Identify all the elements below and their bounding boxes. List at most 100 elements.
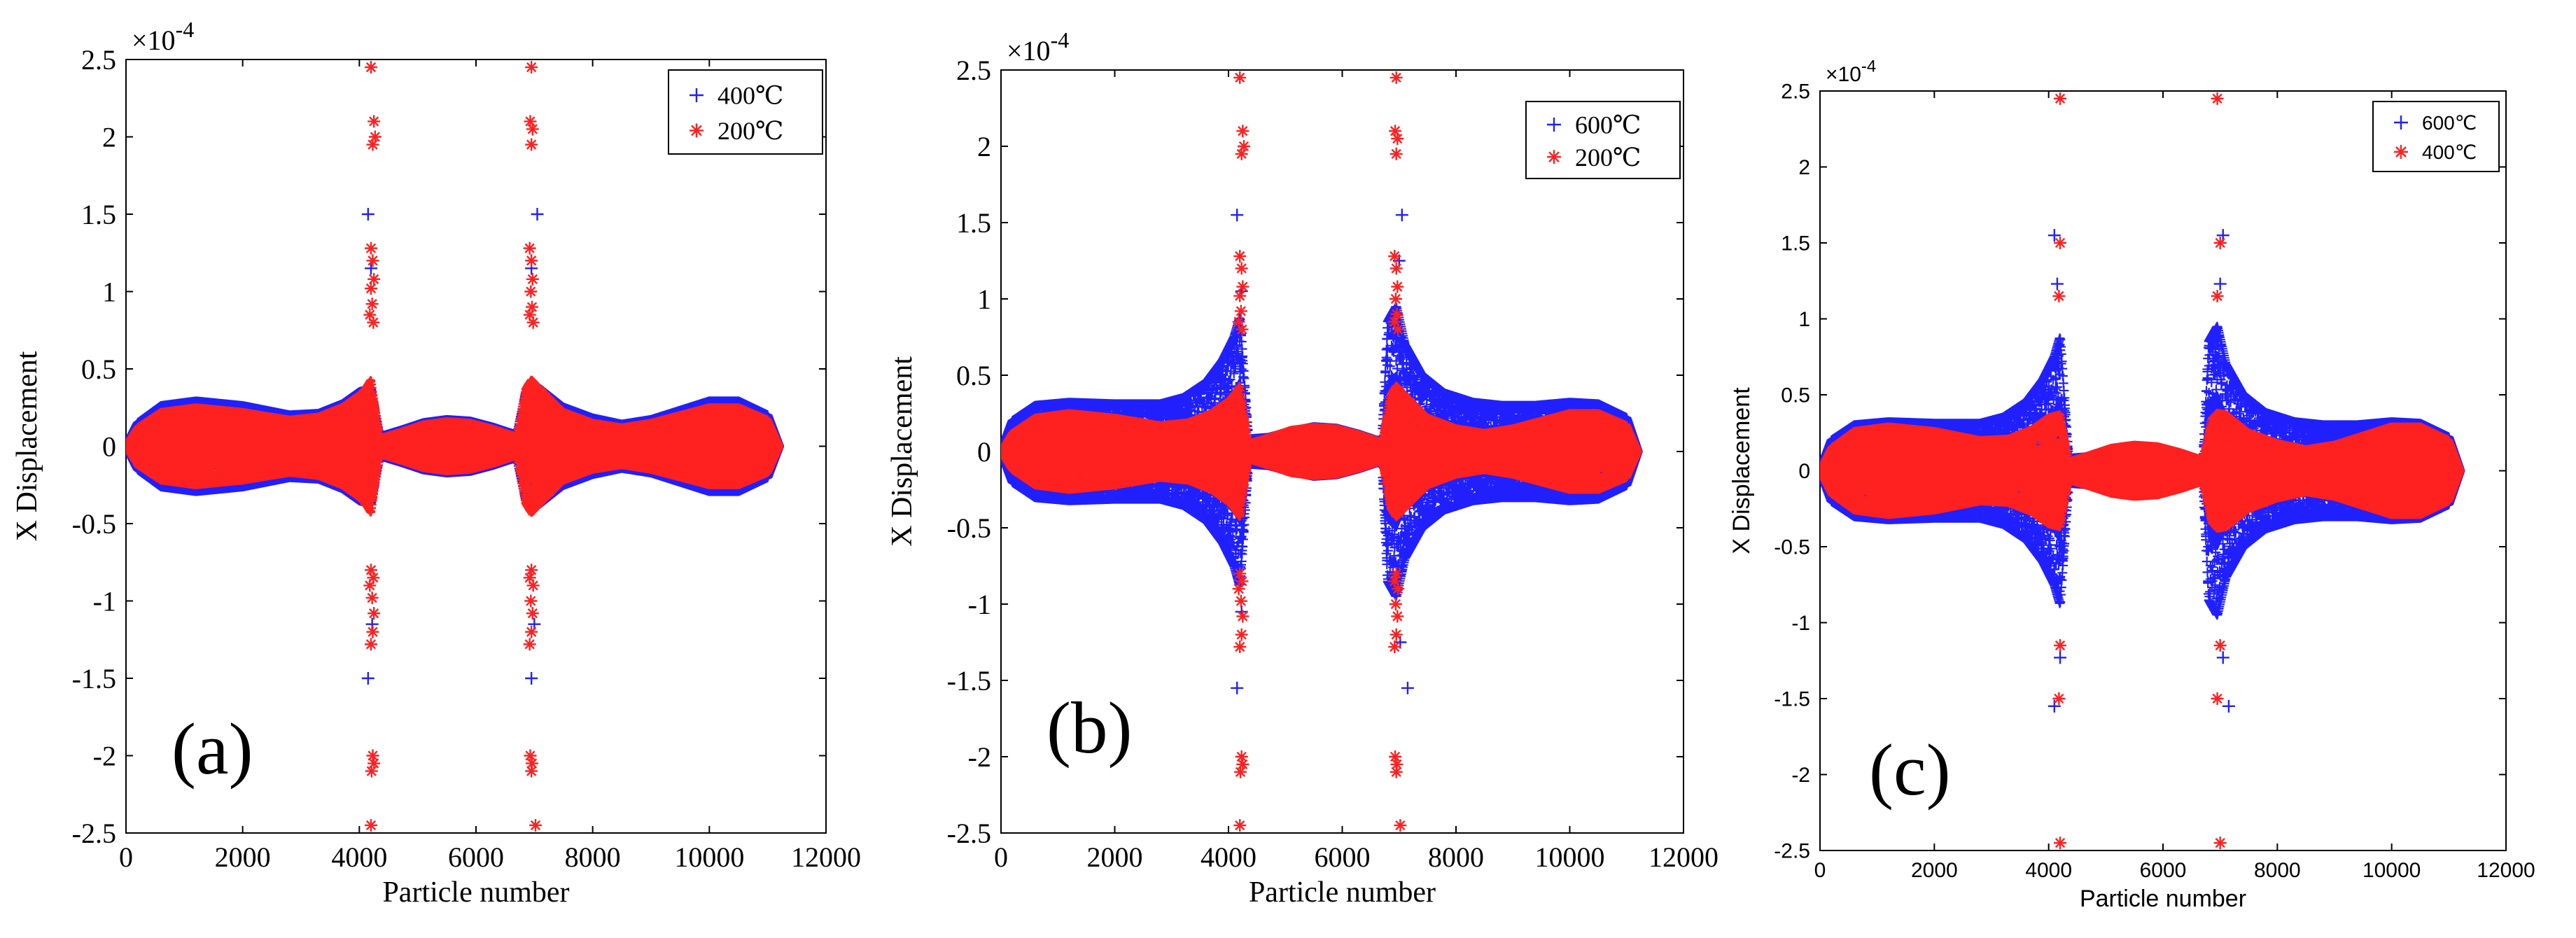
outlier-point xyxy=(1231,209,1243,221)
x-tick-label: 2000 xyxy=(1911,859,1958,882)
outlier-point xyxy=(1391,132,1404,145)
legend-label-2: 400℃ xyxy=(2422,141,2477,163)
outlier-point xyxy=(2051,278,2064,290)
legend: 600℃ 200℃ xyxy=(1526,102,1680,178)
outlier-point xyxy=(525,254,538,267)
y-tick-label: -2 xyxy=(968,741,991,773)
outlier-point xyxy=(2222,700,2235,713)
outlier-point xyxy=(529,819,542,832)
y-tick-label: 1.5 xyxy=(956,207,991,239)
outlier-point xyxy=(1231,682,1243,694)
outlier-point xyxy=(365,61,377,74)
outlier-point xyxy=(1236,323,1249,336)
outlier-point xyxy=(1236,281,1249,293)
legend-label-2: 200℃ xyxy=(718,117,783,145)
x-tick-label: 10000 xyxy=(674,841,744,873)
x-tick-label: 10000 xyxy=(1535,841,1605,873)
x-tick-label: 2000 xyxy=(215,841,271,873)
outlier-point xyxy=(1236,125,1249,137)
outlier-point xyxy=(365,765,378,778)
legend-label-1: 600℃ xyxy=(1575,111,1641,139)
outlier-point xyxy=(1390,766,1403,778)
outlier-point xyxy=(1390,262,1403,274)
y-tick-label: 2 xyxy=(1798,156,1810,179)
outlier-point xyxy=(1390,629,1403,641)
outlier-point xyxy=(2052,692,2065,705)
outlier-point xyxy=(367,254,379,267)
legend-marker-2 xyxy=(1547,150,1561,164)
y-tick-label: 2.5 xyxy=(81,44,116,76)
y-axis-label: X Displacement xyxy=(1728,387,1755,554)
outlier-point xyxy=(368,115,380,127)
x-tick-label: 2000 xyxy=(1087,841,1143,873)
outlier-point xyxy=(1233,819,1246,832)
outlier-point xyxy=(1233,640,1246,653)
outlier-point xyxy=(367,626,379,638)
outlier-point xyxy=(1233,290,1246,302)
outlier-point xyxy=(1235,595,1247,608)
x-tick-label: 0 xyxy=(994,841,1008,873)
outlier-point xyxy=(1391,281,1404,293)
outlier-point xyxy=(525,672,538,685)
axis-exponent: ×10-4 xyxy=(1007,27,1069,66)
outlier-point xyxy=(1236,262,1248,274)
y-tick-label: -0.5 xyxy=(72,508,116,540)
outlier-point xyxy=(527,316,540,329)
y-tick-label: -1.5 xyxy=(72,663,116,694)
y-tick-label: -1.5 xyxy=(947,665,991,696)
outlier-point xyxy=(1392,582,1404,595)
axis-exponent-base: ×10 xyxy=(1007,35,1051,66)
x-tick-label: 8000 xyxy=(1428,841,1484,873)
y-tick-label: 0.5 xyxy=(1781,384,1810,407)
outlier-point xyxy=(1388,250,1401,262)
y-tick-label: 0 xyxy=(977,436,991,468)
outlier-point xyxy=(1233,250,1246,262)
x-tick-label: 0 xyxy=(1814,859,1826,882)
y-tick-label: -0.5 xyxy=(947,512,991,544)
y-axis-label: X Displacement xyxy=(886,356,918,547)
y-axis-label: X Displacement xyxy=(11,351,43,541)
outlier-point xyxy=(2054,237,2066,249)
outlier-point xyxy=(367,316,379,329)
y-tick-label: 1.5 xyxy=(1781,232,1810,255)
outlier-point xyxy=(2054,92,2066,105)
x-axis-label: Particle number xyxy=(382,876,569,909)
x-tick-label: 12000 xyxy=(791,841,861,873)
outlier-point xyxy=(1388,640,1401,653)
legend-label-1: 400℃ xyxy=(718,82,783,110)
legend-marker-2 xyxy=(2394,145,2408,159)
outlier-point xyxy=(524,286,537,298)
series-points-2 xyxy=(122,376,783,517)
axis-exponent-power: -4 xyxy=(1861,57,1876,76)
y-tick-label: -2.5 xyxy=(72,818,116,849)
y-tick-label: -0.5 xyxy=(1774,536,1810,559)
outlier-point xyxy=(1235,304,1247,317)
axis-exponent: ×10-4 xyxy=(132,17,194,56)
axis-exponent-power: -4 xyxy=(176,17,195,42)
outlier-point xyxy=(2211,290,2224,302)
y-tick-label: -1 xyxy=(93,586,116,617)
outlier-point xyxy=(2211,92,2224,105)
x-tick-label: 0 xyxy=(119,841,133,873)
outlier-point xyxy=(525,626,538,638)
outlier-point xyxy=(2211,692,2224,705)
y-tick-label: -2 xyxy=(93,741,116,772)
outlier-point xyxy=(2048,229,2061,241)
y-tick-label: -1.5 xyxy=(1774,688,1810,711)
x-tick-label: 6000 xyxy=(2140,859,2187,882)
outlier-point xyxy=(524,242,536,255)
y-tick-label: 0.5 xyxy=(956,360,991,391)
outlier-point xyxy=(365,282,377,295)
outlier-point xyxy=(526,607,539,620)
x-tick-label: 4000 xyxy=(2025,859,2072,882)
x-tick-label: 8000 xyxy=(2254,859,2301,882)
outlier-point xyxy=(1390,598,1402,610)
legend-label-2: 200℃ xyxy=(1575,144,1641,172)
outlier-point xyxy=(526,122,539,135)
outlier-point xyxy=(1390,293,1402,305)
y-tick-label: -2 xyxy=(1791,764,1810,787)
y-tick-label: -2.5 xyxy=(1774,840,1810,863)
outlier-point xyxy=(362,672,374,685)
x-tick-label: 12000 xyxy=(2477,859,2535,882)
